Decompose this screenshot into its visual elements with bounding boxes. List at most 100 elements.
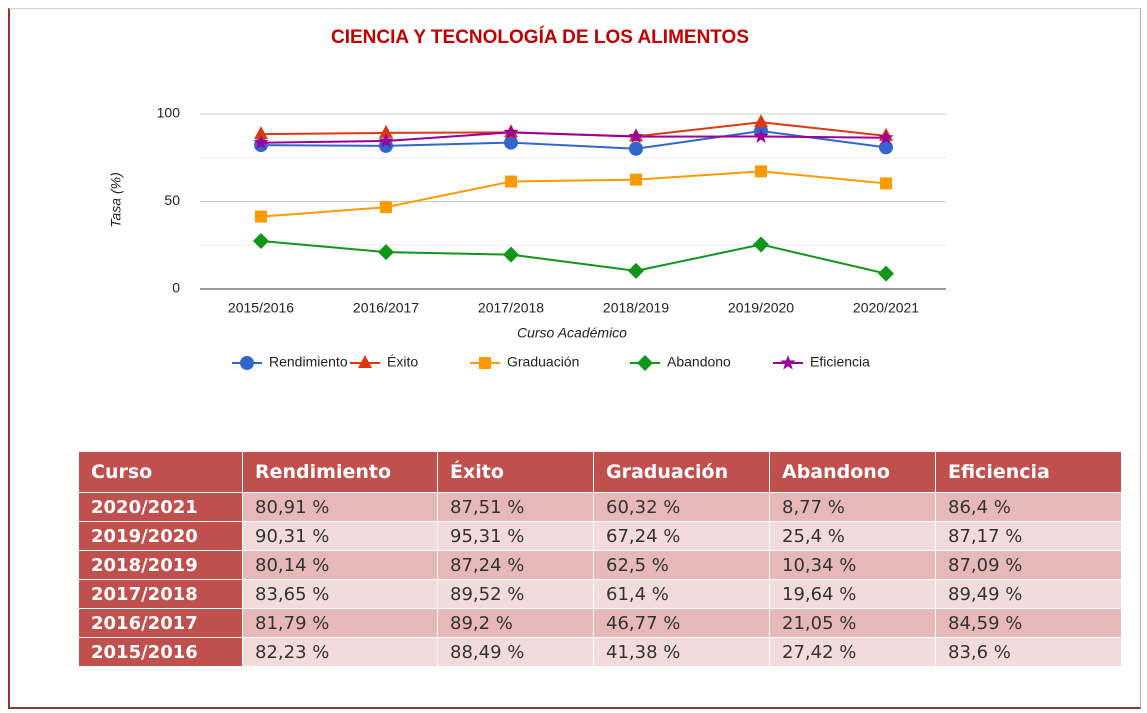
x-tick-label: 2016/2017 [353,300,419,316]
data-point [754,114,768,128]
x-tick-label: 2015/2016 [228,300,294,316]
table-cell: 62,5 % [593,550,770,580]
table-cell: 83,6 % [935,637,1122,667]
table-cell: 95,31 % [437,521,594,551]
table-cell: 41,38 % [593,637,770,667]
legend-item: Abandono [630,354,731,371]
table-cell: 80,14 % [242,550,438,580]
data-point [379,124,393,138]
table-row: 2018/2019 80,14 % 87,24 % 62,5 % 10,34 % 87,0… [78,550,1122,580]
y-tick-label: 50 [164,192,180,208]
legend-item: Rendimiento [232,354,348,370]
row-header: 2019/2020 [78,521,243,551]
table-cell: 89,52 % [437,579,594,609]
table-cell: 88,49 % [437,637,594,667]
legend-label: Abandono [667,354,731,370]
table-cell: 87,09 % [935,550,1122,580]
legend-item: Éxito [350,354,418,370]
data-point [753,236,769,253]
table-cell: 27,42 % [769,637,936,667]
series-line [260,131,887,144]
table-cell: 87,17 % [935,521,1122,551]
table-cell: 87,51 % [437,492,594,522]
legend-label: Éxito [387,354,418,370]
table-cell: 8,77 % [769,492,936,522]
y-axis-title: Tasa (%) [108,172,124,228]
header-row: Curso Rendimiento Éxito Graduación Abandono E… [78,451,1122,493]
table-cell: 90,31 % [242,521,438,551]
data-point [628,128,644,144]
data-point [628,262,644,279]
table-row: 2020/2021 80,91 % 87,51 % 60,32 % 8,77 % 86,4… [78,492,1122,522]
header-cell: Eficiencia [935,451,1122,493]
row-header: 2020/2021 [78,492,243,522]
legend-item: Eficiencia [773,354,870,370]
table-cell: 21,05 % [769,608,936,638]
table-cell: 61,4 % [593,579,770,609]
data-point [253,134,269,150]
header-cell: Éxito [437,451,594,493]
table-cell: 87,24 % [437,550,594,580]
series-line [260,170,887,218]
row-header: 2016/2017 [78,608,243,638]
data-point [505,175,517,188]
table-cell: 46,77 % [593,608,770,638]
x-tick-label: 2017/2018 [478,300,544,316]
y-tick-label: 100 [157,105,181,121]
legend-item: Graduación [470,354,579,370]
data-point [254,126,268,140]
table-cell: 86,4 % [935,492,1122,522]
data-point [878,265,894,282]
header-cell: Graduación [593,451,770,493]
table-cell: 82,23 % [242,637,438,667]
legend-marker [637,355,653,371]
table-cell: 83,65 % [242,579,438,609]
x-tick-label: 2019/2020 [728,300,794,316]
table-cell: 81,79 % [242,608,438,638]
table-row: 2016/2017 81,79 % 89,2 % 46,77 % 21,05 % 84,5… [78,608,1122,638]
header-cell: Curso [78,451,243,493]
data-point [880,177,892,190]
frame [8,8,1141,709]
x-tick-label: 2018/2019 [603,300,669,316]
data-point [629,141,643,156]
data-point [255,210,267,223]
series-line [260,240,887,275]
table-cell: 10,34 % [769,550,936,580]
data-point [753,128,769,143]
data-point [378,132,394,148]
data-point [503,246,519,263]
row-header: 2017/2018 [78,579,243,609]
data-point [378,244,394,261]
table-row: 2019/2020 90,31 % 95,31 % 67,24 % 25,4 % 87,1… [78,521,1122,551]
legend-marker [358,355,372,368]
x-axis-title: Curso Académico [517,325,627,341]
header-cell: Rendimiento [242,451,438,493]
table-cell: 84,59 % [935,608,1122,638]
data-point [879,140,893,155]
chart: CIENCIA Y TECNOLOGÍA DE LOS ALIMENTOS Cu… [108,26,946,371]
chart-title: CIENCIA Y TECNOLOGÍA DE LOS ALIMENTOS [331,26,749,48]
table-cell: 60,32 % [593,492,770,522]
y-tick-label: 0 [172,280,180,296]
table-row: 2017/2018 83,65 % 89,52 % 61,4 % 19,64 % 89,4… [78,579,1122,609]
table-cell: 25,4 % [769,521,936,551]
table-cell: 80,91 % [242,492,438,522]
data-point [755,165,767,178]
table-cell: 89,49 % [935,579,1122,609]
legend-marker [240,356,254,370]
data-point [630,173,642,186]
data-point [380,201,392,214]
data-point [253,233,269,250]
data-point [503,124,519,139]
table-cell: 89,2 % [437,608,594,638]
header-cell: Abandono [769,451,936,493]
series-line [260,129,887,150]
table-row: 2015/2016 82,23 % 88,49 % 41,38 % 27,42 % 83,… [78,637,1122,667]
legend-label: Graduación [507,354,579,370]
legend-label: Rendimiento [269,354,348,370]
data-point [878,129,894,145]
x-tick-label: 2020/2021 [853,300,919,316]
row-header: 2015/2016 [78,637,243,667]
